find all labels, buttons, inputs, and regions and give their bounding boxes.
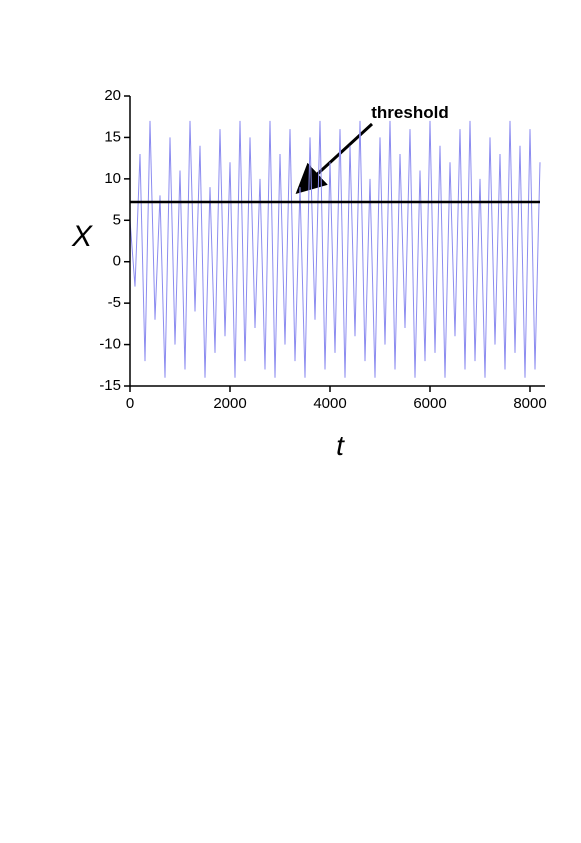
- y-tick-label: 5: [113, 211, 121, 228]
- x-tick-label: 2000: [213, 395, 246, 412]
- annotation: threshold: [371, 103, 448, 122]
- x-tick-label: 6000: [413, 395, 446, 412]
- y-tick-label: 15: [104, 128, 121, 145]
- y-tick-label: -15: [99, 377, 121, 394]
- y-tick-label: -10: [99, 336, 121, 353]
- x-axis-label: t: [336, 430, 345, 461]
- y-axis-label: X: [71, 220, 93, 253]
- x-tick-label: 8000: [513, 395, 546, 412]
- y-tick-label: 0: [113, 253, 121, 270]
- x-tick-label: 0: [126, 395, 134, 412]
- y-tick-label: 20: [104, 87, 121, 104]
- y-tick-label: 10: [104, 170, 121, 187]
- x-tick-label: 4000: [313, 395, 346, 412]
- y-tick-label: -5: [108, 294, 121, 311]
